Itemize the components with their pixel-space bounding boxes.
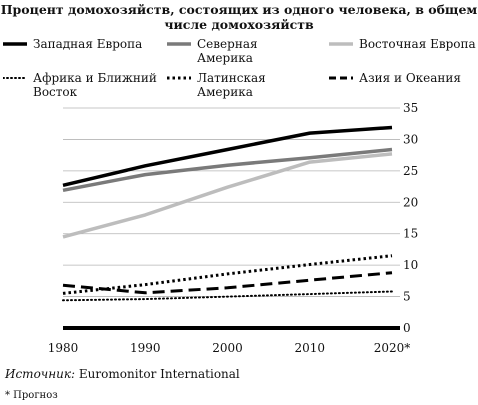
legend-label: Латинская Америка (197, 71, 266, 99)
legend-swatch-dotted-fine (3, 77, 27, 79)
legend-swatch-solid-gray (167, 42, 191, 46)
series-line-3 (62, 290, 393, 302)
legend-label: Восточная Европа (359, 37, 476, 51)
legend-label: Азия и Океания (359, 71, 461, 85)
series-line-1 (62, 147, 393, 193)
legend-swatch-dashed (329, 76, 353, 80)
y-tick-label: 20 (403, 195, 418, 209)
source-line: Источник: Euromonitor International (5, 367, 240, 381)
legend-label: Африка и Ближний Восток (33, 71, 157, 99)
series-line-4 (62, 254, 393, 295)
legend-item-north-america: Северная Америка (167, 37, 258, 65)
y-tick-label: 25 (403, 164, 418, 178)
legend-label: Северная Америка (197, 37, 258, 65)
y-tick-label: 30 (403, 132, 418, 146)
x-tick-label: 2000 (212, 341, 243, 355)
legend-swatch-solid-black (3, 42, 27, 46)
y-tick-label: 15 (403, 227, 418, 241)
chart-plot-area: 0 5 10 15 20 25 30 35 1980 1990 2000 2010 2020* (48, 101, 419, 355)
legend-swatch-dotted-bold (167, 76, 191, 80)
x-tick-label: 2020* (374, 341, 411, 355)
legend-item-asia-oceania: Азия и Океания (329, 71, 461, 85)
x-tick-label: 1990 (130, 341, 161, 355)
y-tick-label: 5 (403, 290, 411, 304)
legend-swatch-solid-lightgray (329, 42, 353, 46)
x-tick-label: 1980 (48, 341, 79, 355)
series-line-5 (62, 271, 393, 295)
series-line-2 (62, 152, 393, 239)
series-line-0 (62, 125, 393, 188)
legend-item-eastern-europe: Восточная Европа (329, 37, 476, 51)
legend-label: Западная Европа (33, 37, 143, 51)
legend-item-western-europe: Западная Европа (3, 37, 142, 51)
y-tick-label: 10 (403, 258, 418, 272)
legend-item-latin-america: Латинская Америка (167, 71, 266, 99)
y-tick-label: 35 (403, 101, 418, 115)
forecast-note: * Прогноз (5, 390, 58, 401)
source-label: Источник: (5, 367, 76, 381)
y-tick-label: 0 (403, 321, 411, 335)
chart-title: Процент домохозяйств, состоящих из одног… (0, 2, 478, 32)
legend-item-africa-middle-east: Африка и Ближний Восток (3, 71, 157, 99)
source-text: Euromonitor International (75, 367, 240, 381)
x-tick-label: 2010 (294, 341, 325, 355)
